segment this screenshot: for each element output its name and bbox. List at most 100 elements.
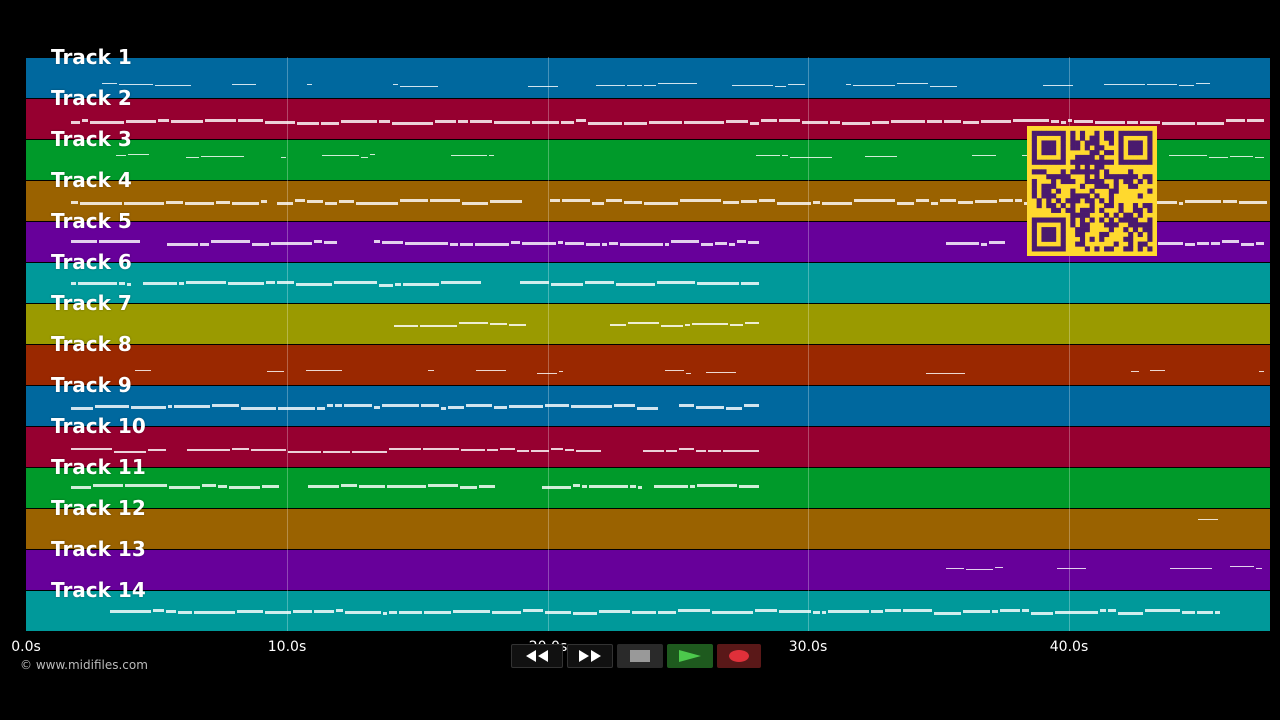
note-bar — [261, 200, 267, 203]
note-bar — [822, 611, 826, 614]
note-bar — [382, 404, 419, 407]
note-bar — [322, 155, 359, 156]
note-bar — [1104, 84, 1145, 85]
note-bar — [128, 154, 149, 155]
note-bar — [232, 448, 249, 450]
note-bar — [779, 610, 811, 613]
play-button[interactable] — [667, 644, 713, 668]
note-bar — [441, 407, 446, 410]
note-bar — [306, 370, 342, 371]
note-bar — [1255, 157, 1264, 158]
note-bar — [788, 84, 805, 85]
note-bar — [1074, 120, 1093, 123]
note-bar — [966, 569, 993, 570]
note-bar — [628, 322, 659, 324]
note-bar — [205, 119, 236, 122]
note-bar — [334, 281, 377, 284]
note-bar — [822, 202, 852, 205]
note-bar — [643, 450, 664, 452]
note-bar — [661, 325, 683, 327]
track-label: Track 4 — [51, 168, 132, 192]
note-bar — [1145, 609, 1180, 612]
track-lane[interactable]: Track 12 — [26, 496, 1270, 549]
track-label: Track 2 — [51, 86, 132, 110]
note-bar — [167, 243, 198, 246]
note-bar — [576, 450, 601, 452]
note-bar — [775, 86, 786, 87]
track-lane[interactable]: Track 8 — [26, 332, 1270, 385]
note-bar — [352, 451, 387, 453]
note-bar — [71, 121, 80, 124]
track-lane[interactable]: Track 9 — [26, 373, 1270, 426]
track-lane[interactable]: Track 7 — [26, 291, 1270, 344]
note-bar — [562, 199, 590, 202]
note-bar — [295, 199, 305, 202]
note-bar — [1043, 85, 1073, 86]
note-bar — [620, 243, 663, 246]
track-lane[interactable]: Track 2 — [26, 86, 1270, 139]
note-bar — [308, 485, 339, 488]
note-bar — [1256, 242, 1264, 245]
note-bar — [218, 485, 227, 488]
note-bar — [344, 404, 372, 407]
note-bar — [644, 85, 656, 86]
copyright-text: © www.midifiles.com — [20, 658, 148, 672]
note-bar — [492, 611, 521, 614]
note-bar — [293, 610, 312, 613]
track-lane[interactable]: Track 13 — [26, 537, 1270, 590]
note-bar — [511, 241, 520, 244]
note-bar — [1239, 201, 1267, 204]
note-bar — [487, 449, 498, 451]
note-bar — [489, 155, 494, 156]
track-lane[interactable]: Track 11 — [26, 455, 1270, 508]
time-gridline — [548, 57, 549, 631]
fast-forward-button[interactable] — [567, 644, 613, 668]
time-gridline — [287, 57, 288, 631]
note-bar — [1197, 122, 1224, 125]
note-bar — [1000, 609, 1020, 612]
note-bar — [999, 199, 1013, 202]
note-bar — [596, 85, 625, 86]
note-bar — [726, 407, 742, 410]
track-lane[interactable]: Track 1 — [26, 45, 1270, 98]
track-label: Track 6 — [51, 250, 132, 274]
note-bar — [715, 242, 727, 245]
note-bar — [435, 120, 456, 123]
note-bar — [168, 405, 172, 408]
note-bar — [610, 324, 626, 326]
stop-button[interactable] — [617, 644, 663, 668]
note-bar — [813, 611, 820, 614]
note-bar — [252, 243, 269, 246]
note-bar — [277, 202, 293, 205]
note-bar — [926, 373, 965, 374]
track-lane[interactable]: Track 14 — [26, 578, 1270, 631]
note-bar — [916, 199, 929, 202]
note-bar — [494, 406, 507, 409]
note-bar — [627, 85, 642, 86]
time-tick-label: 40.0s — [1049, 639, 1089, 655]
note-bar — [779, 119, 800, 122]
note-bar — [927, 120, 942, 123]
note-bar — [1197, 611, 1213, 614]
note-bar — [490, 323, 507, 325]
note-bar — [216, 201, 230, 204]
note-bar — [124, 202, 164, 205]
note-bar — [871, 610, 883, 613]
track-lane[interactable]: Track 10 — [26, 414, 1270, 467]
note-bar — [324, 241, 337, 244]
note-bar — [186, 157, 199, 158]
note-bar — [314, 610, 334, 613]
track-lane[interactable]: Track 6 — [26, 250, 1270, 303]
note-bar — [119, 84, 153, 85]
note-bar — [1051, 120, 1059, 123]
note-bar — [1157, 201, 1177, 204]
note-bar — [737, 240, 746, 243]
note-bar — [229, 486, 260, 489]
note-bar — [854, 199, 895, 202]
note-bar — [1230, 156, 1253, 157]
record-button[interactable] — [717, 644, 761, 668]
note-bar — [708, 450, 721, 452]
note-bar — [126, 120, 156, 123]
note-bar — [885, 609, 901, 612]
rewind-button[interactable] — [511, 644, 563, 668]
